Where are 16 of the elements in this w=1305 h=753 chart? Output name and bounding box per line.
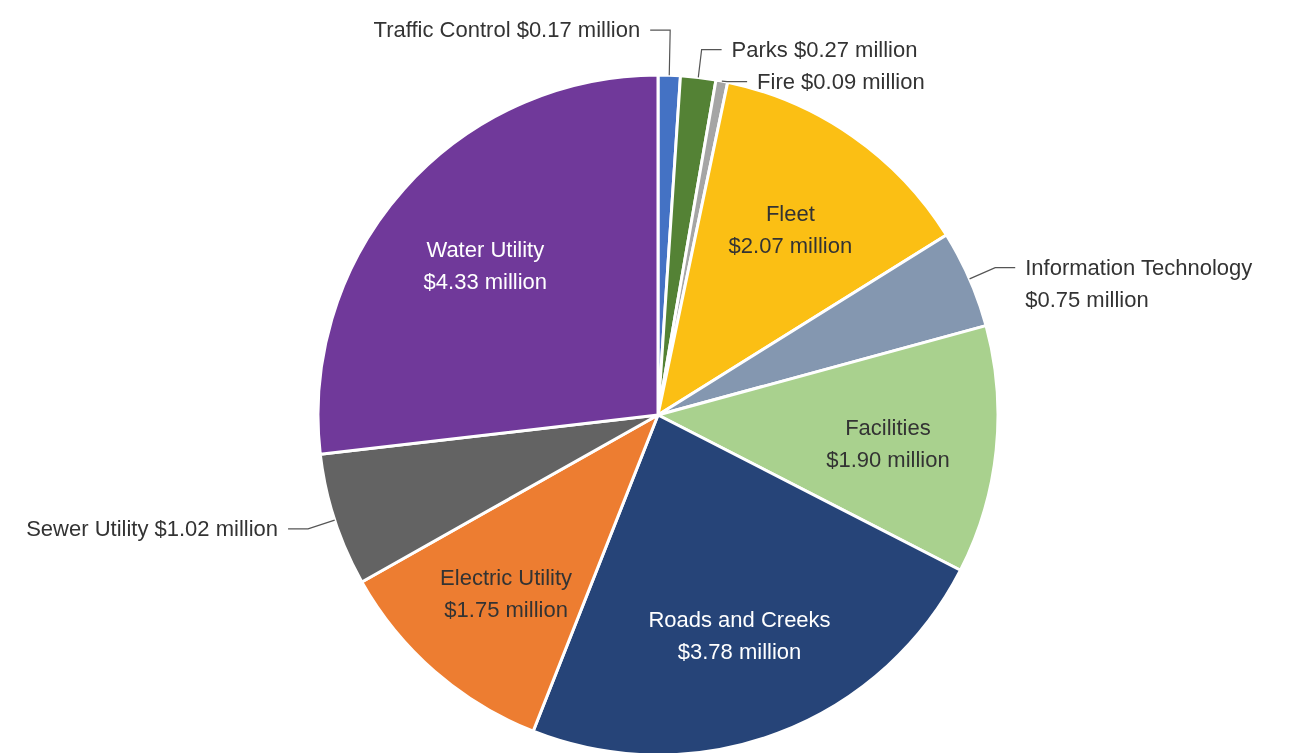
data-label: $3.78 million (677, 639, 802, 665)
slice-label: Parks $0.27 million (731, 36, 918, 62)
slice-label: Electric Utility (440, 565, 573, 591)
data-label: $4.33 million (423, 269, 548, 295)
data-label: $1.75 million (444, 597, 568, 623)
slice-label: Fleet (765, 201, 815, 227)
data-label: $1.90 million (826, 447, 950, 473)
data-label: $2.07 million (728, 233, 853, 259)
slice-label: Sewer Utility $1.02 million (26, 515, 279, 541)
slice-label: Fire $0.09 million (757, 68, 925, 94)
slice-label: Roads and Creeks (648, 607, 831, 633)
slice-label: Water Utility (426, 237, 545, 263)
slice-label: Information Technology (1025, 254, 1253, 280)
slice-label: Facilities (845, 415, 931, 441)
slice-label: Traffic Control $0.17 million (373, 17, 641, 43)
data-label: $0.75 million (1025, 286, 1149, 312)
